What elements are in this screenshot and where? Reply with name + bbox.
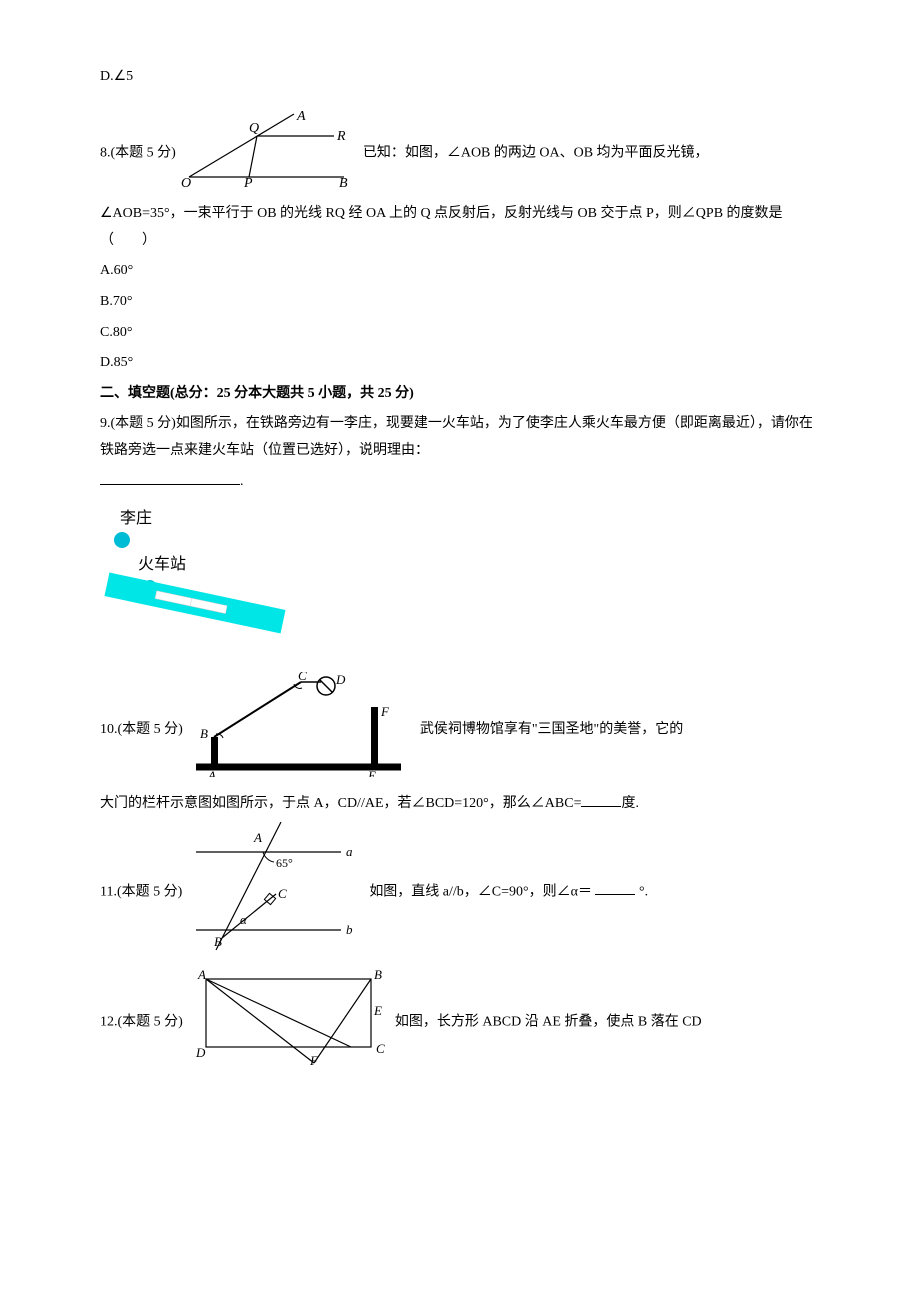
label-A: A (207, 768, 216, 777)
q10-stem-row2: 大门的栏杆示意图如图所示，于点 A，CD//AE，若∠BCD=120°，那么∠A… (100, 791, 820, 818)
q11-prefix: 11.(本题 5 分) (100, 884, 182, 899)
q8-figure: A Q R O P B (179, 109, 359, 198)
label-b: b (346, 922, 353, 937)
q12-prefix: 12.(本题 5 分) (100, 1014, 183, 1029)
q9-stem: 9.(本题 5 分)如图所示，在铁路旁边有一李庄，现要建一火车站，为了使李庄人乘… (100, 411, 820, 464)
q8-prefix: 8.(本题 5 分) (100, 145, 176, 160)
section2-title: 二、填空题(总分：25 分本大题共 5 小题，共 25 分) (100, 381, 820, 408)
q9-figure: 李庄 火车站 (100, 503, 820, 664)
dot-lizhuang (114, 532, 130, 548)
q10-row: 10.(本题 5 分) C D B F A E 武侯祠博物馆享有"三国圣地"的美… (100, 672, 820, 788)
label-C: C (298, 672, 307, 683)
q11-stem: 如图，直线 a//b，∠C=90°，则∠α＝ (369, 884, 592, 899)
q11-blank (595, 880, 635, 895)
label-A: A (197, 967, 206, 982)
label-station: 火车站 (138, 555, 186, 573)
q8-option-c: C.80° (100, 320, 820, 347)
q8-row: 8.(本题 5 分) A Q R O P B 已知：如图，∠AOB 的两边 OA… (100, 109, 820, 198)
label-E: E (367, 768, 376, 777)
q10-blank (581, 792, 621, 807)
label-Q: Q (249, 121, 259, 136)
q10-prefix: 10.(本题 5 分) (100, 722, 183, 737)
q7-option-d: D.∠5 (100, 64, 820, 91)
q12-row: 12.(本题 5 分) A B E D C F 如图，长方形 ABCD 沿 AE… (100, 967, 820, 1078)
label-65: 65° (276, 856, 293, 870)
label-a: a (346, 844, 353, 859)
label-B: B (374, 967, 382, 982)
label-E: E (373, 1003, 382, 1018)
q12-figure: A B E D C F (186, 967, 391, 1078)
q10-figure: C D B F A E (186, 672, 416, 788)
q12-stem: 如图，长方形 ABCD 沿 AE 折叠，使点 B 落在 CD (395, 1014, 702, 1029)
label-alpha: α (240, 912, 248, 927)
label-O: O (181, 176, 191, 187)
label-A: A (296, 109, 306, 124)
q8-option-b: B.70° (100, 289, 820, 316)
label-C: C (376, 1041, 385, 1056)
label-lizhuang: 李庄 (120, 509, 152, 527)
label-B: B (339, 176, 348, 187)
q9-period: . (240, 474, 244, 489)
label-C: C (278, 886, 287, 901)
q10-stem1: 武侯祠博物馆享有"三国圣地"的美誉，它的 (420, 722, 683, 737)
q10-stem2: 大门的栏杆示意图如图所示，于点 A，CD//AE，若∠BCD=120°，那么∠A… (100, 796, 581, 811)
q11-row: 11.(本题 5 分) 65° A a C α B b 如图，直线 a//b，∠… (100, 822, 820, 963)
label-R: R (336, 129, 346, 144)
q8-option-d: D.85° (100, 350, 820, 377)
label-F: F (309, 1053, 319, 1067)
q10-stem3: 度. (621, 796, 639, 811)
label-B: B (214, 934, 222, 949)
label-P: P (243, 176, 253, 187)
label-F: F (380, 704, 390, 719)
label-D: D (335, 672, 346, 687)
q8-stem1: 已知：如图，∠AOB 的两边 OA、OB 均为平面反光镜， (363, 145, 709, 160)
label-D: D (195, 1045, 206, 1060)
q11-stem-end: °. (639, 884, 648, 899)
q11-figure: 65° A a C α B b (186, 822, 366, 963)
label-A: A (253, 830, 262, 845)
q8-option-a: A.60° (100, 258, 820, 285)
label-B: B (200, 726, 208, 741)
q8-stem2: ∠AOB=35°，一束平行于 OB 的光线 RQ 经 OA 上的 Q 点反射后，… (100, 201, 820, 254)
q9-blank (100, 470, 240, 485)
